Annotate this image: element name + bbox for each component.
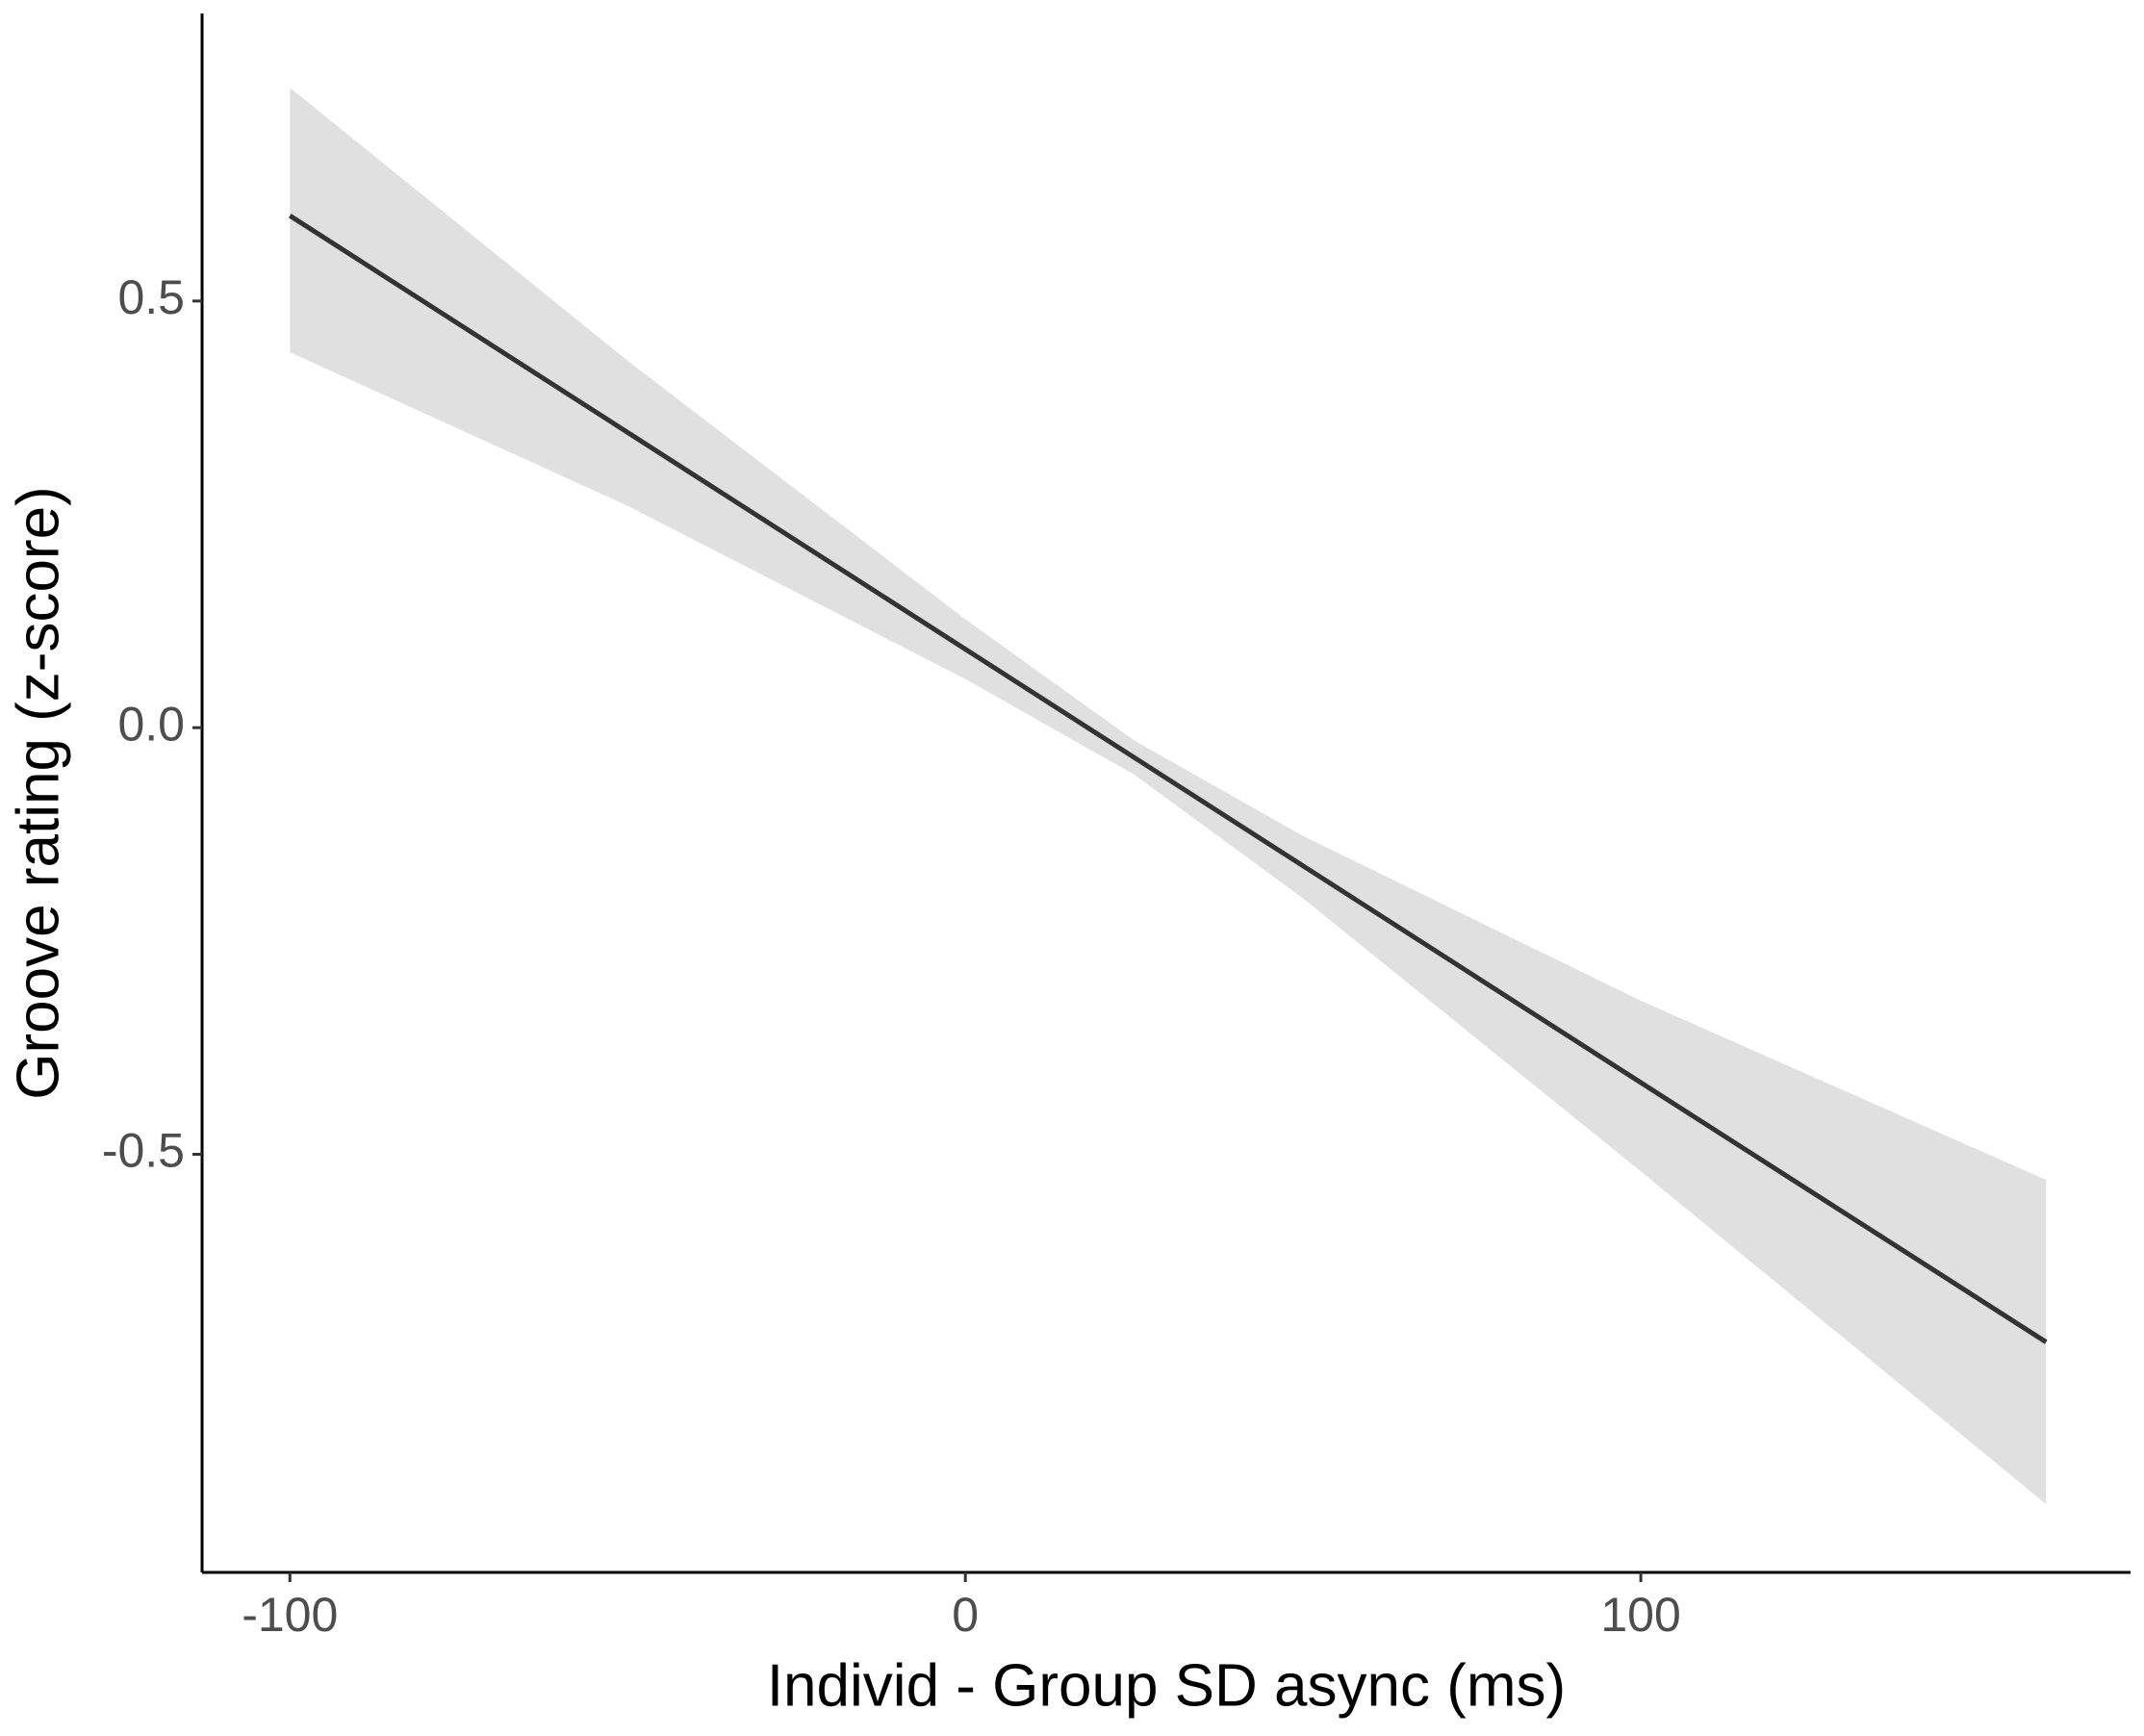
x-tick-label: 100 bbox=[1600, 1588, 1680, 1642]
x-axis-title: Individ - Group SD async (ms) bbox=[767, 1652, 1566, 1719]
x-tick-label: 0 bbox=[952, 1588, 979, 1642]
y-axis-title: Groove rating (z-score) bbox=[5, 486, 71, 1099]
y-tick-label: 0.0 bbox=[117, 697, 185, 751]
y-tick-label: -0.5 bbox=[102, 1124, 185, 1178]
y-tick-label: 0.5 bbox=[117, 270, 185, 324]
x-tick-label: -100 bbox=[242, 1588, 338, 1642]
confidence-band bbox=[290, 88, 2047, 1505]
fit-line bbox=[288, 214, 2048, 1344]
